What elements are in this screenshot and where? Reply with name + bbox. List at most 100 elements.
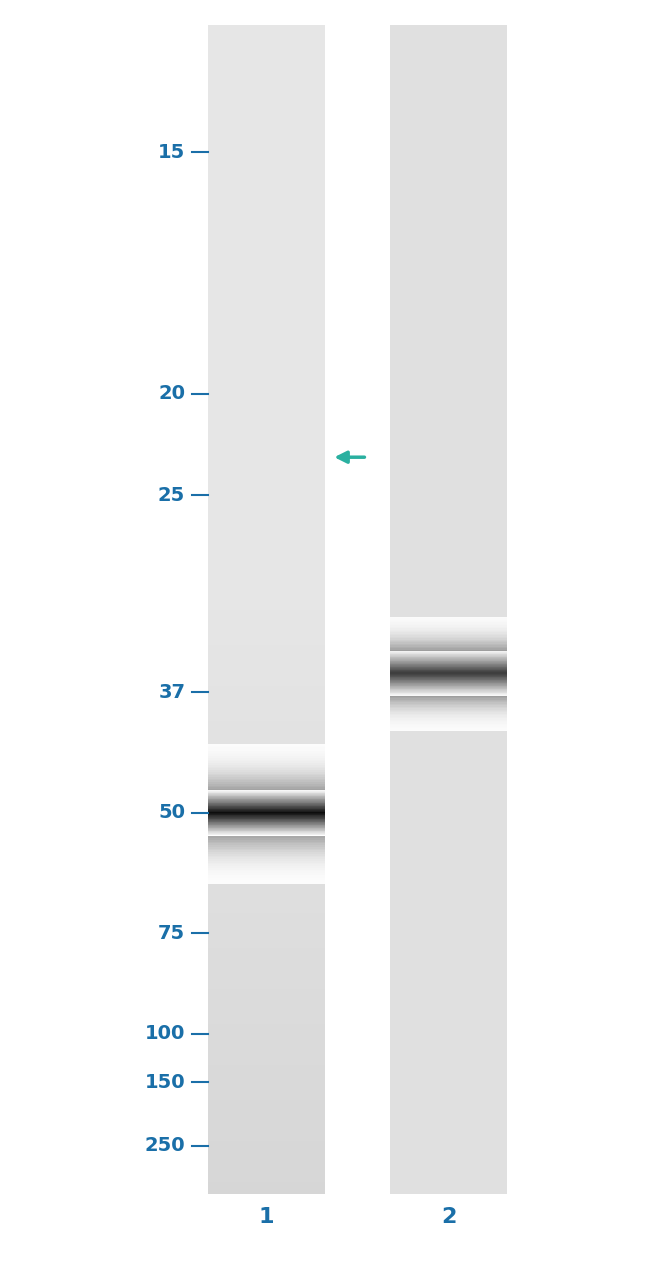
Bar [390,931,507,937]
Bar [390,446,507,452]
Bar [390,702,507,704]
Bar [390,441,507,446]
Bar [208,895,325,902]
Bar [208,773,325,779]
Bar [390,664,507,665]
Bar [390,724,507,725]
Bar [390,686,507,687]
Bar [390,669,507,671]
Bar [390,676,507,677]
Bar [208,382,325,387]
Bar [208,1012,325,1019]
Bar [208,862,325,865]
Bar [208,183,325,189]
Bar [208,259,325,265]
Bar [390,668,507,669]
Bar [208,759,325,761]
Bar [208,829,325,831]
Bar [390,913,507,919]
Bar [390,207,507,212]
Bar [208,1030,325,1036]
Bar [390,622,507,624]
Bar [390,324,507,329]
Bar [208,340,325,347]
Bar [390,464,507,470]
Bar [208,800,325,801]
Bar [390,522,507,528]
Bar [390,653,507,654]
Bar [208,782,325,784]
Bar [390,983,507,989]
Bar [208,1048,325,1054]
Bar [208,879,325,880]
Bar [390,55,507,61]
Bar [390,295,507,300]
Bar [390,726,507,733]
Bar [208,749,325,751]
Bar [390,762,507,767]
Bar [390,399,507,405]
Bar [208,154,325,160]
Bar [208,639,325,645]
Bar [390,142,507,149]
Bar [390,674,507,676]
Bar [208,66,325,72]
Bar [208,989,325,996]
Bar [390,674,507,679]
Bar [208,499,325,504]
Bar [390,720,507,726]
Bar [390,282,507,288]
Bar [390,700,507,701]
Bar [390,1113,507,1118]
Bar [390,711,507,712]
Bar [390,183,507,189]
Bar [390,201,507,207]
Bar [390,428,507,434]
Bar [208,124,325,131]
Bar [390,767,507,773]
Bar [208,772,325,773]
Bar [208,446,325,452]
Bar [390,592,507,598]
Bar [390,665,507,667]
Bar [208,856,325,857]
Bar [390,649,507,652]
Bar [208,434,325,441]
Bar [208,767,325,773]
Bar [208,744,325,745]
Bar [390,671,507,672]
Bar [208,171,325,178]
Bar [390,617,507,618]
Bar [390,704,507,705]
Bar [208,768,325,770]
Bar [208,1095,325,1100]
Bar [208,791,325,796]
Text: 37: 37 [158,683,185,701]
Bar [208,931,325,937]
Bar [390,486,507,493]
Bar [208,837,325,838]
Bar [390,668,507,669]
Bar [208,870,325,871]
Bar [208,1025,325,1030]
Bar [208,812,325,814]
Bar [208,580,325,587]
Bar [390,621,507,622]
Bar [390,726,507,728]
Bar [208,881,325,884]
Bar [208,853,325,856]
Bar [390,646,507,648]
Bar [208,295,325,300]
Bar [208,949,325,954]
Bar [390,652,507,653]
Bar [208,32,325,37]
Bar [208,800,325,801]
Bar [390,1182,507,1187]
Bar [208,751,325,753]
Bar [208,90,325,95]
Bar [390,657,507,658]
Bar [208,809,325,810]
Bar [390,785,507,791]
Bar [208,616,325,621]
Bar [390,629,507,630]
